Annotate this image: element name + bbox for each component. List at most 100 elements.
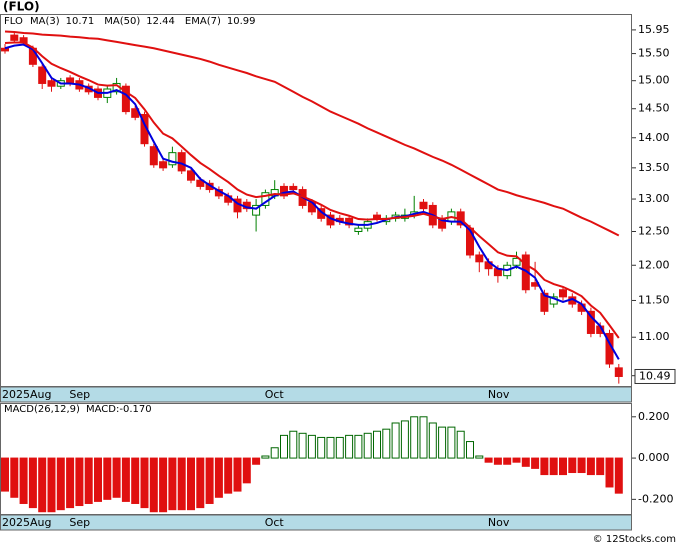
legend-value: 12.44 xyxy=(146,16,175,27)
x-tick-label: Nov xyxy=(488,516,510,529)
macd-bar xyxy=(475,455,484,459)
date-strip xyxy=(0,514,632,531)
macd-bar xyxy=(196,457,205,509)
macd-bar xyxy=(391,422,400,459)
macd-bar xyxy=(577,457,586,474)
legend-label: MA(3) xyxy=(30,16,60,27)
macd-bar xyxy=(317,436,326,459)
macd-bar xyxy=(428,422,437,459)
x-tick-label: Sep xyxy=(69,388,90,401)
macd-bar xyxy=(456,430,465,459)
candle-body xyxy=(168,152,177,166)
macd-bar xyxy=(280,434,288,459)
ma-line xyxy=(4,30,620,237)
macd-value: MACD:-0.170 xyxy=(86,404,152,415)
macd-bar xyxy=(270,447,279,459)
candle-body xyxy=(559,289,567,298)
legend-value: 10.71 xyxy=(66,16,95,27)
y-tick-label: 0.200 xyxy=(638,410,670,423)
macd-bar xyxy=(149,457,158,513)
macd-bar xyxy=(242,457,251,484)
candle-body xyxy=(419,201,428,210)
macd-bar xyxy=(503,457,512,465)
macd-bar xyxy=(586,457,595,476)
y-tick-label: 11.50 xyxy=(638,293,670,306)
candle-body xyxy=(345,217,354,226)
macd-bar xyxy=(10,457,19,498)
legend-label: MA(50) xyxy=(104,16,140,27)
candle-body xyxy=(149,146,158,166)
macd-bar xyxy=(1,457,9,492)
macd-bar xyxy=(28,457,37,509)
candle-body xyxy=(47,80,56,87)
date-strip xyxy=(0,386,632,403)
y-tick-label: 12.50 xyxy=(638,224,670,237)
macd-bar xyxy=(252,457,261,465)
macd-bar xyxy=(19,457,28,504)
macd-bar xyxy=(84,457,93,504)
macd-bar xyxy=(233,457,242,492)
legend-value: 10.99 xyxy=(227,16,256,27)
x-tick-label: 2025Aug xyxy=(2,388,51,401)
y-tick-label: 13.50 xyxy=(638,161,670,174)
macd-bar xyxy=(605,457,614,488)
x-tick-label: Oct xyxy=(265,388,285,401)
macd-bar xyxy=(159,457,168,513)
candle-body xyxy=(187,170,195,181)
macd-bar xyxy=(289,430,298,459)
last-price-box xyxy=(634,368,676,384)
macd-bar xyxy=(66,457,75,509)
macd-bar xyxy=(140,457,149,509)
macd-bar xyxy=(75,457,84,507)
y-tick-label: 12.00 xyxy=(638,258,670,271)
macd-bar xyxy=(363,432,372,459)
x-tick-label: Oct xyxy=(265,516,285,529)
candle-body xyxy=(280,185,288,197)
macd-bar xyxy=(214,457,223,498)
candle-body xyxy=(252,204,261,216)
candle-body xyxy=(289,185,298,191)
macd-bar xyxy=(410,416,419,459)
macd-bar xyxy=(307,434,316,459)
macd-bar xyxy=(326,436,335,459)
candle-body xyxy=(354,227,363,232)
macd-bar xyxy=(168,457,177,511)
macd-bar xyxy=(419,416,428,459)
macd-bar xyxy=(112,457,121,498)
candle-body xyxy=(38,66,47,84)
candle-body xyxy=(159,161,168,169)
y-tick-label: 14.50 xyxy=(638,102,670,115)
macd-bar xyxy=(38,457,47,513)
macd-bar xyxy=(205,457,214,504)
candle-body xyxy=(196,179,205,187)
macd-bar xyxy=(56,457,65,511)
candle-body xyxy=(177,152,186,172)
macd-bar xyxy=(47,457,56,513)
macd-bar xyxy=(568,457,577,474)
macd-bar xyxy=(447,426,456,459)
y-tick-label: 0.000 xyxy=(638,451,670,464)
x-tick-label: 2025Aug xyxy=(2,516,51,529)
macd-bar xyxy=(187,457,195,511)
macd-bar xyxy=(466,441,474,459)
last-price: 10.49 xyxy=(639,369,671,382)
macd-bar xyxy=(298,432,307,459)
macd-bar xyxy=(373,430,381,459)
macd-bar xyxy=(131,457,140,504)
y-tick-label: 13.00 xyxy=(638,192,670,205)
macd-bar xyxy=(549,457,558,476)
macd-bar xyxy=(484,457,493,463)
macd-bar xyxy=(335,436,344,459)
copyright: © 12Stocks.com xyxy=(593,534,676,545)
candle-body xyxy=(512,257,521,266)
candle-body xyxy=(10,34,19,41)
y-tick-label: 15.95 xyxy=(638,23,670,36)
candle-body xyxy=(373,214,381,219)
macd-bar xyxy=(345,434,354,459)
y-tick-label: -0.200 xyxy=(638,492,673,505)
macd-bar xyxy=(400,420,409,459)
macd-title: MACD(26,12,9) xyxy=(4,404,80,415)
macd-bar xyxy=(521,457,530,467)
